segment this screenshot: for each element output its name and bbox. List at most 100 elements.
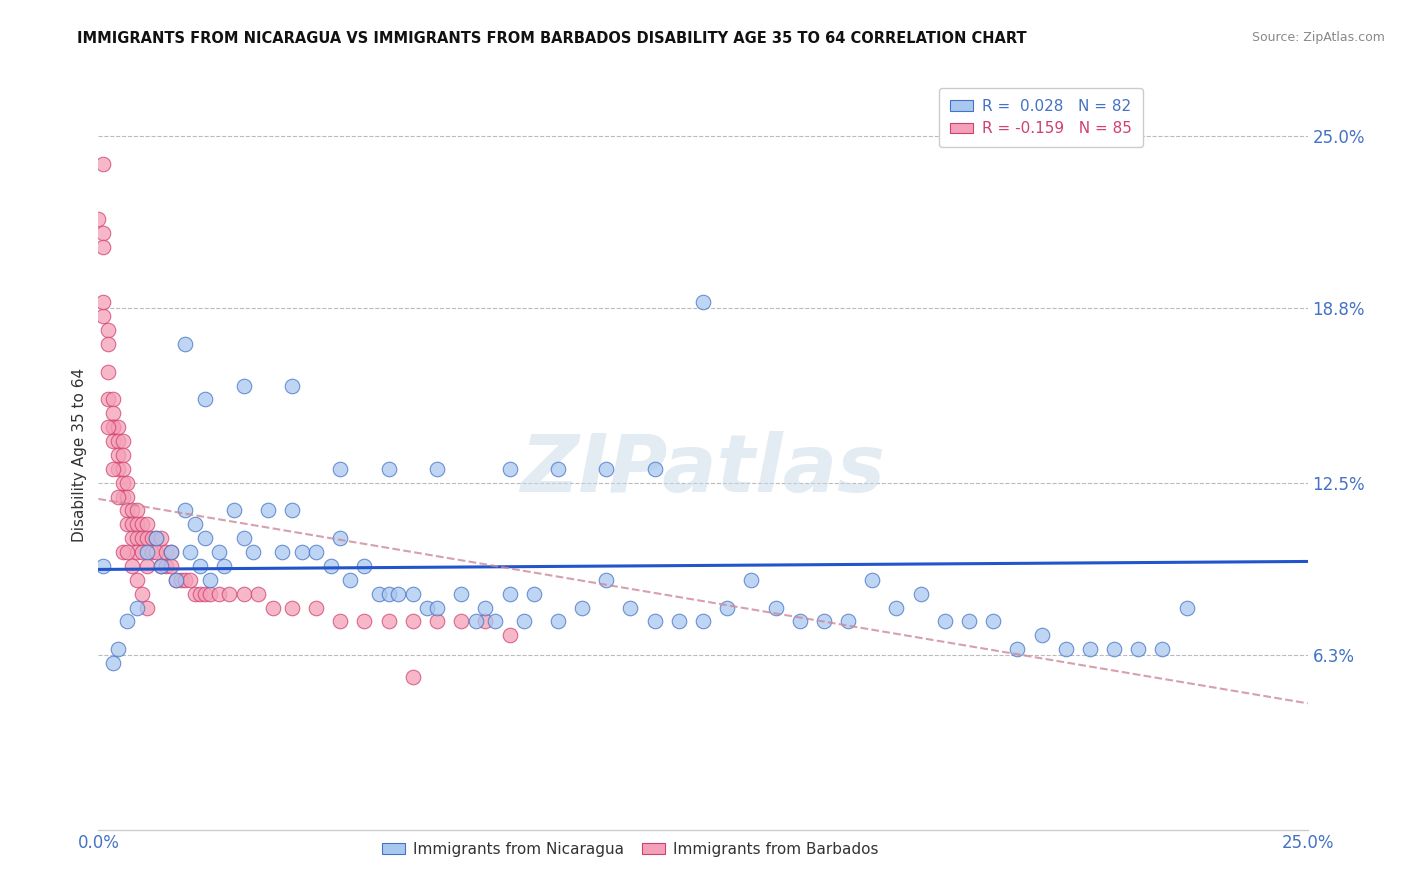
Point xyxy=(111,475,134,490)
Point xyxy=(498,587,520,601)
Point xyxy=(165,573,187,587)
Point xyxy=(160,545,183,559)
Point xyxy=(523,587,546,601)
Point xyxy=(957,615,980,629)
Point xyxy=(91,156,114,170)
Point xyxy=(1007,642,1029,657)
Point xyxy=(242,545,264,559)
Point xyxy=(91,226,114,240)
Point xyxy=(198,587,221,601)
Point xyxy=(319,558,342,573)
Point xyxy=(91,295,114,310)
Point xyxy=(387,587,409,601)
Point xyxy=(377,615,399,629)
Point xyxy=(141,531,163,545)
Point xyxy=(117,475,139,490)
Point xyxy=(97,365,120,379)
Point xyxy=(934,615,956,629)
Point xyxy=(188,558,211,573)
Point xyxy=(101,434,124,448)
Point xyxy=(101,656,124,670)
Y-axis label: Disability Age 35 to 64: Disability Age 35 to 64 xyxy=(72,368,87,542)
Point xyxy=(644,462,666,476)
Point xyxy=(1054,642,1077,657)
Point xyxy=(426,600,449,615)
Point xyxy=(184,517,207,532)
Point xyxy=(484,615,506,629)
Point xyxy=(127,573,149,587)
Point xyxy=(740,573,762,587)
Point xyxy=(160,558,183,573)
Point xyxy=(377,587,399,601)
Point xyxy=(329,615,352,629)
Point xyxy=(981,615,1004,629)
Point xyxy=(97,337,120,351)
Point xyxy=(145,531,167,545)
Point xyxy=(668,615,690,629)
Point xyxy=(131,545,153,559)
Point xyxy=(208,545,231,559)
Point xyxy=(232,531,254,545)
Point xyxy=(141,545,163,559)
Point xyxy=(107,490,129,504)
Point xyxy=(145,545,167,559)
Point xyxy=(474,600,496,615)
Point xyxy=(329,531,352,545)
Point xyxy=(107,642,129,657)
Point xyxy=(402,670,425,684)
Point xyxy=(127,503,149,517)
Point xyxy=(1031,628,1053,642)
Point xyxy=(121,503,143,517)
Legend: Immigrants from Nicaragua, Immigrants from Barbados: Immigrants from Nicaragua, Immigrants fr… xyxy=(377,836,884,863)
Point xyxy=(97,420,120,434)
Point xyxy=(87,212,110,227)
Point xyxy=(262,600,284,615)
Point xyxy=(339,573,361,587)
Point xyxy=(271,545,294,559)
Point xyxy=(595,462,617,476)
Point xyxy=(329,462,352,476)
Point xyxy=(145,531,167,545)
Point xyxy=(107,434,129,448)
Point xyxy=(1175,600,1198,615)
Point xyxy=(402,615,425,629)
Point xyxy=(101,392,124,407)
Point xyxy=(131,587,153,601)
Point xyxy=(765,600,787,615)
Point xyxy=(281,600,304,615)
Point xyxy=(101,462,124,476)
Point xyxy=(111,434,134,448)
Point xyxy=(813,615,835,629)
Point xyxy=(121,531,143,545)
Point xyxy=(91,309,114,323)
Point xyxy=(910,587,932,601)
Point xyxy=(91,558,114,573)
Point xyxy=(111,545,134,559)
Point xyxy=(886,600,908,615)
Point xyxy=(101,420,124,434)
Point xyxy=(107,462,129,476)
Point xyxy=(121,517,143,532)
Point xyxy=(716,600,738,615)
Point xyxy=(644,615,666,629)
Point xyxy=(450,615,472,629)
Point xyxy=(426,615,449,629)
Point xyxy=(127,531,149,545)
Point xyxy=(281,503,304,517)
Point xyxy=(290,545,312,559)
Point xyxy=(150,531,173,545)
Point xyxy=(474,615,496,629)
Point xyxy=(91,240,114,254)
Point xyxy=(188,587,211,601)
Point xyxy=(464,615,486,629)
Point xyxy=(155,545,177,559)
Text: ZIPatlas: ZIPatlas xyxy=(520,431,886,509)
Point xyxy=(107,420,129,434)
Point xyxy=(150,558,173,573)
Point xyxy=(194,587,217,601)
Point xyxy=(121,558,143,573)
Point xyxy=(498,462,520,476)
Point xyxy=(174,337,197,351)
Point xyxy=(1078,642,1101,657)
Point xyxy=(135,600,157,615)
